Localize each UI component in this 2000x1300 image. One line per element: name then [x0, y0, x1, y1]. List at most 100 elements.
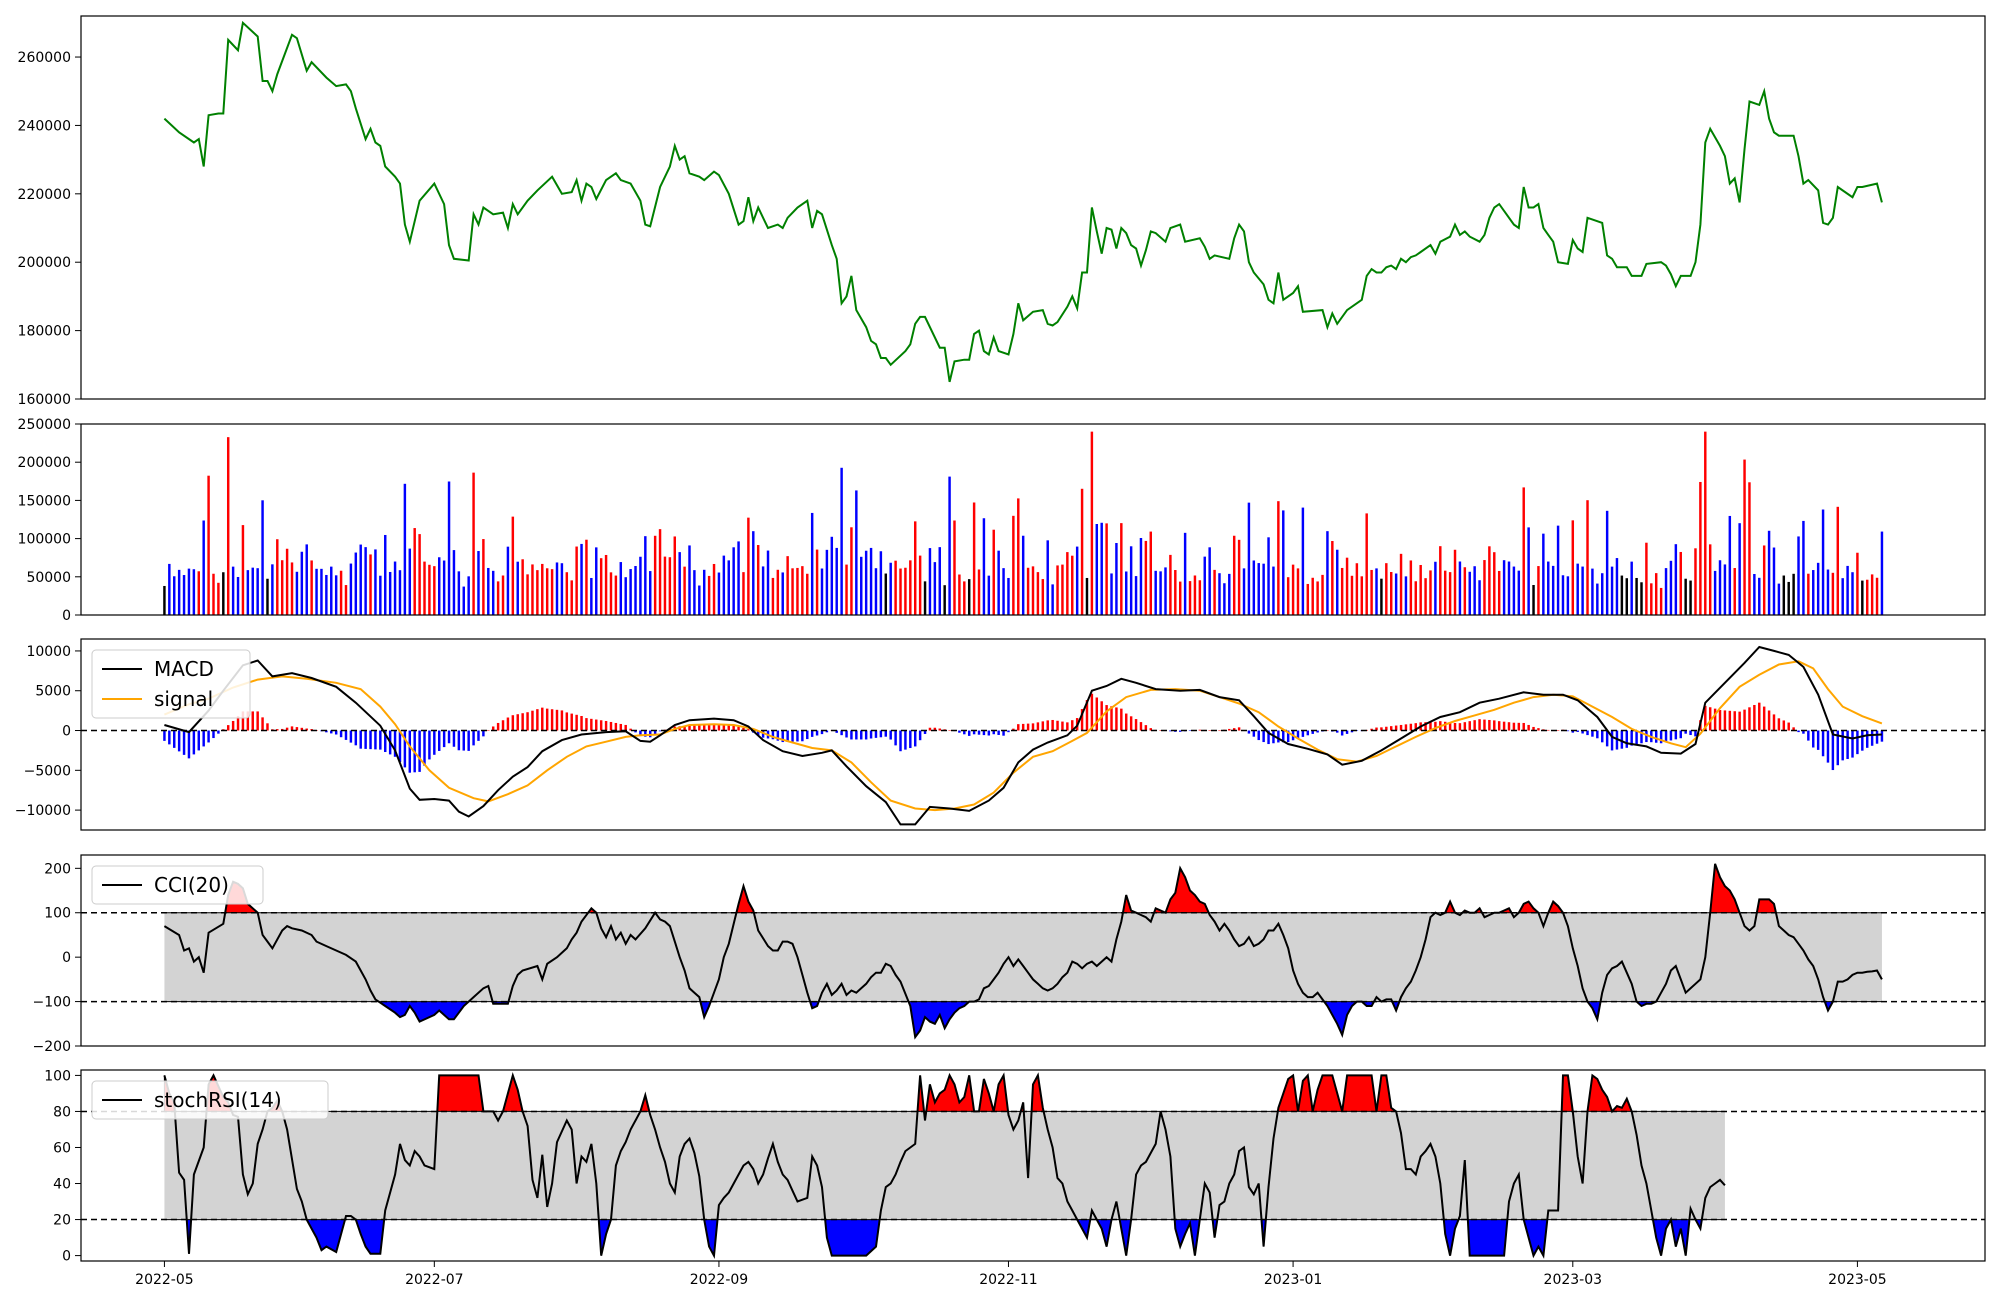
- macd-histogram-bar: [624, 724, 627, 731]
- macd-histogram-bar: [653, 730, 657, 735]
- volume-bar: [1556, 525, 1560, 615]
- volume-bar: [398, 570, 402, 615]
- macd-histogram-bar: [958, 730, 961, 733]
- volume-bar: [717, 572, 721, 615]
- macd-histogram-bar: [1664, 730, 1668, 742]
- macd-histogram-bar: [1846, 730, 1849, 759]
- volume-bar: [1836, 506, 1840, 615]
- macd-histogram-bar: [1277, 730, 1280, 743]
- macd-histogram-bar: [1414, 723, 1417, 731]
- volume-bar: [334, 575, 338, 615]
- volume-bar: [1085, 577, 1089, 615]
- macd-histogram-bar: [1497, 721, 1501, 731]
- volume-bar: [1198, 580, 1202, 615]
- macd-histogram-bar: [1041, 721, 1045, 731]
- macd-histogram-bar: [590, 718, 593, 731]
- macd-histogram-bar: [536, 709, 539, 731]
- volume-bar: [1262, 563, 1265, 615]
- macd-histogram-bar: [977, 730, 981, 735]
- macd-histogram-bar: [1139, 722, 1143, 731]
- panel-frame: [80, 854, 1986, 1047]
- volume-bar: [1286, 577, 1290, 615]
- macd-histogram-bar: [1380, 727, 1383, 731]
- volume-bar: [914, 521, 917, 615]
- macd-histogram-bar: [722, 725, 726, 731]
- volume-bar: [1345, 557, 1349, 615]
- macd-histogram-bar: [1488, 719, 1491, 731]
- volume-bar: [261, 500, 264, 615]
- volume-bar: [349, 563, 353, 615]
- volume-bar: [1071, 555, 1074, 615]
- volume-bar: [634, 566, 637, 615]
- macd-histogram-bar: [1537, 728, 1540, 731]
- macd-histogram-bar: [467, 730, 470, 751]
- volume-bar: [565, 572, 569, 615]
- volume-bar: [452, 550, 456, 615]
- y-tick-label: −10000: [15, 803, 71, 819]
- volume-bar: [570, 580, 573, 615]
- volume-bar: [212, 573, 215, 615]
- macd-histogram-bar: [1767, 710, 1771, 731]
- y-tick-label: 50000: [26, 570, 71, 586]
- macd-histogram-bar: [1861, 730, 1864, 751]
- volume-bar: [271, 564, 274, 615]
- macd-histogram-bar: [403, 730, 407, 768]
- macd-histogram-bar: [1841, 730, 1844, 761]
- volume-bar: [1453, 549, 1457, 615]
- macd-histogram-bar: [698, 725, 701, 731]
- macd-histogram-bar: [1306, 730, 1310, 736]
- volume-bar: [644, 536, 647, 615]
- macd-histogram-bar: [1571, 730, 1575, 733]
- volume-bar: [555, 562, 559, 615]
- volume-bar: [1385, 563, 1388, 615]
- volume-bar: [442, 560, 446, 615]
- volume-bar: [1738, 523, 1741, 615]
- y-tick-label: 150000: [18, 493, 71, 509]
- macd-histogram-bar: [1802, 730, 1805, 734]
- macd-histogram-bar: [609, 721, 613, 731]
- macd-histogram-bar: [1610, 730, 1614, 751]
- panel-frame: [80, 1069, 1986, 1262]
- panel-frame: [80, 15, 1986, 400]
- y-tick-label: 100: [44, 1068, 71, 1084]
- volume-bar: [339, 570, 343, 615]
- volume-bar: [1527, 527, 1530, 615]
- volume-bar: [1566, 576, 1570, 615]
- macd-histogram-bar: [967, 730, 971, 736]
- volume-bar: [1017, 498, 1020, 615]
- macd-histogram-bar: [1576, 730, 1579, 732]
- macd-panel: −10000 −5000 0 5000 10000 MACD signal: [15, 638, 1986, 831]
- volume-bar: [1635, 577, 1638, 615]
- volume-bar: [1777, 583, 1781, 615]
- volume-bar: [1355, 563, 1359, 615]
- macd-histogram-bar: [1110, 706, 1113, 731]
- macd-histogram-bar: [1443, 721, 1447, 731]
- volume-bar: [649, 571, 652, 615]
- cci-panel: −200 −100 0 100 200 CCI(20): [33, 854, 1986, 1055]
- volume-bar: [550, 569, 554, 615]
- y-tick-label: 200000: [18, 255, 71, 271]
- volume-bar: [756, 545, 760, 615]
- volume-bar: [413, 528, 416, 615]
- macd-histogram-bar: [1036, 722, 1040, 731]
- volume-bar: [222, 572, 225, 615]
- macd-histogram-bar: [1522, 722, 1525, 731]
- macd-histogram-bar: [864, 730, 868, 740]
- macd-histogram-bar: [1178, 730, 1182, 732]
- legend-label: stochRSI(14): [154, 1088, 282, 1112]
- volume-bar: [1257, 563, 1260, 615]
- macd-histogram-bar: [1728, 710, 1732, 731]
- volume-bar: [1748, 482, 1751, 615]
- band-fill: [164, 912, 1882, 1002]
- macd-histogram-bar: [418, 730, 421, 772]
- macd-histogram-bar: [1046, 720, 1049, 731]
- volume-panel: 0 50000 100000 150000 200000 250000: [18, 417, 1986, 624]
- macd-histogram-bar: [595, 719, 598, 731]
- volume-bar: [810, 512, 814, 615]
- volume-bar: [1856, 552, 1859, 615]
- volume-bar: [1787, 581, 1790, 615]
- volume-bar: [806, 573, 809, 615]
- macd-histogram-bar: [938, 728, 941, 731]
- macd-histogram-bar: [207, 730, 210, 743]
- volume-bar: [1625, 578, 1628, 615]
